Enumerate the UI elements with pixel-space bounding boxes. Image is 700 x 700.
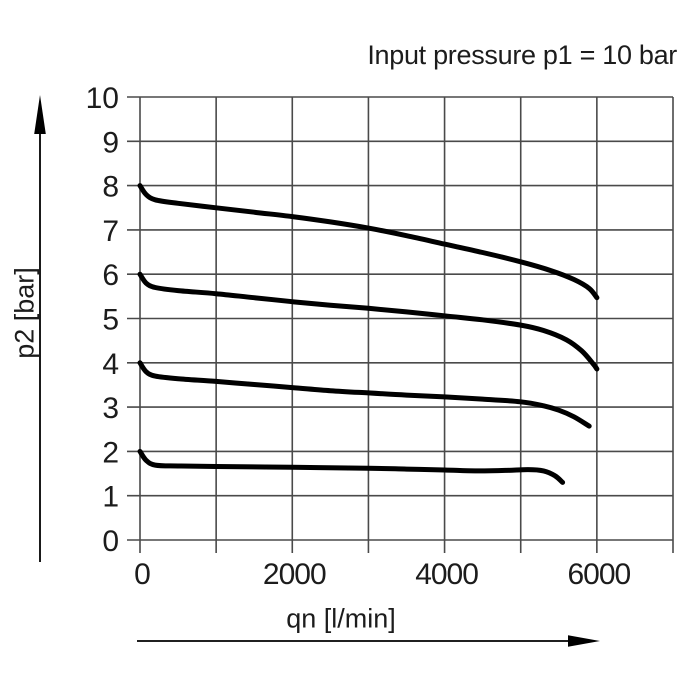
y-tick-label: 0: [102, 525, 119, 558]
y-tick-label: 7: [102, 215, 119, 248]
curve-set-pressure-2-bar: [137, 448, 566, 485]
y-axis-arrow-head-icon: [34, 95, 46, 134]
y-tick-label: 3: [102, 392, 119, 425]
y-tick-label: 5: [102, 304, 119, 337]
x-tick-label: 2000: [263, 558, 326, 591]
chart-title: Input pressure p1 = 10 bar: [367, 40, 677, 70]
x-tick-label: 6000: [567, 558, 630, 591]
y-tick-label: 1: [102, 481, 119, 514]
y-tick-label: 6: [102, 259, 119, 292]
curve-set-pressure-8-bar: [137, 183, 600, 301]
x-tick-label: 0: [134, 558, 150, 591]
curve-set-pressure-4-bar: [137, 360, 592, 429]
y-axis-label: p2 [bar]: [9, 267, 40, 359]
x-tick-label: 4000: [415, 558, 478, 591]
y-tick-label: 9: [102, 126, 119, 159]
y-tick-label: 2: [102, 436, 119, 469]
y-tick-label: 8: [102, 171, 119, 204]
x-axis-label: qn [l/min]: [286, 603, 396, 634]
x-axis-arrow-head-icon: [568, 635, 600, 647]
curve-set-pressure-6-bar: [137, 271, 600, 372]
y-tick-label: 4: [102, 348, 119, 381]
y-tick-label: 10: [86, 82, 119, 115]
